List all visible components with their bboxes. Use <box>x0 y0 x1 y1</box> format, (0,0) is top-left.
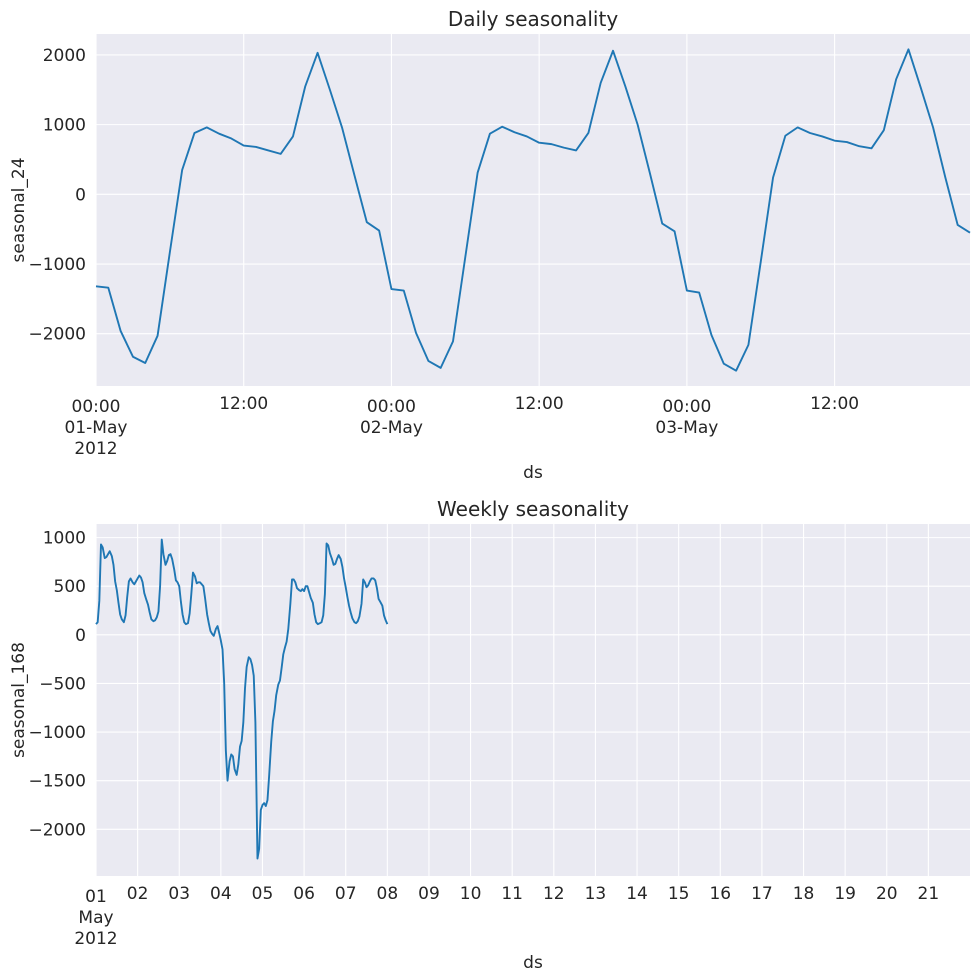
daily-x-tick-label: 03-May <box>655 418 718 438</box>
weekly-x-tick-label: 14 <box>626 884 648 904</box>
weekly-y-tick-label: −1500 <box>28 772 86 792</box>
daily-x-axis-label: ds <box>523 463 543 483</box>
daily-x-tick-label: 00:00 <box>72 397 121 417</box>
daily-y-tick-label: −2000 <box>28 325 86 345</box>
weekly-x-tick-label: 11 <box>501 884 523 904</box>
daily-seasonal-24-line <box>95 48 971 372</box>
weekly-seasonal-168-line <box>95 538 389 860</box>
weekly-x-tick-label: 05 <box>252 884 274 904</box>
weekly-y-tick-label: 0 <box>75 626 86 646</box>
daily-y-tick-label: −1000 <box>28 255 86 275</box>
weekly-x-axis-label: ds <box>523 953 543 973</box>
daily-y-tick-label: 1000 <box>43 116 86 136</box>
weekly-x-tick-label: 07 <box>335 884 357 904</box>
daily-x-tick-label: 2012 <box>74 439 117 459</box>
daily-x-tick-label: 12:00 <box>219 394 268 414</box>
daily-x-tick-label: 00:00 <box>662 397 711 417</box>
weekly-x-tick-label: May <box>78 908 113 928</box>
weekly-x-tick-label: 13 <box>585 884 607 904</box>
weekly-x-tick-label: 16 <box>709 884 731 904</box>
daily-gridlines <box>95 34 970 386</box>
weekly-x-tick-label: 08 <box>377 884 399 904</box>
weekly-y-tick-label: −1000 <box>28 723 86 743</box>
weekly-gridlines <box>95 524 970 876</box>
weekly-x-tick-label: 10 <box>460 884 482 904</box>
weekly-x-tick-label: 03 <box>168 884 190 904</box>
weekly-x-tick-label: 02 <box>127 884 149 904</box>
daily-y-ticks: −2000 −1000 0 1000 2000 <box>28 46 86 345</box>
weekly-y-axis-label: seasonal_168 <box>9 642 29 758</box>
weekly-x-tick-label: 19 <box>834 884 856 904</box>
weekly-x-tick-label: 15 <box>668 884 690 904</box>
weekly-x-tick-label: 2012 <box>74 929 117 949</box>
weekly-x-tick-label: 06 <box>293 884 315 904</box>
weekly-x-tick-label: 21 <box>918 884 940 904</box>
daily-x-tick-label: 00:00 <box>367 397 416 417</box>
weekly-y-tick-label: −2000 <box>28 820 86 840</box>
weekly-chart-title: Weekly seasonality <box>437 497 629 521</box>
weekly-x-tick-label: 12 <box>543 884 565 904</box>
daily-x-tick-label: 12:00 <box>515 394 564 414</box>
weekly-y-tick-label: −500 <box>39 674 86 694</box>
daily-plot-area <box>96 34 970 386</box>
weekly-plot-area <box>96 524 970 876</box>
weekly-y-tick-label: 1000 <box>43 529 86 549</box>
daily-x-tick-label: 12:00 <box>810 394 859 414</box>
weekly-x-tick-label: 18 <box>793 884 815 904</box>
weekly-x-tick-label: 17 <box>751 884 773 904</box>
daily-chart-title: Daily seasonality <box>448 7 618 31</box>
weekly-x-tick-label: 04 <box>210 884 232 904</box>
daily-y-axis-label: seasonal_24 <box>9 157 29 262</box>
weekly-y-tick-label: 500 <box>54 577 86 597</box>
daily-y-tick-label: 2000 <box>43 46 86 66</box>
weekly-y-ticks: −2000 −1500 −1000 −500 0 500 1000 <box>28 529 86 841</box>
weekly-x-tick-label: 01 <box>85 887 107 907</box>
weekly-x-tick-label: 09 <box>418 884 440 904</box>
daily-x-tick-label: 02-May <box>360 418 423 438</box>
daily-x-tick-label: 01-May <box>65 418 128 438</box>
weekly-x-tick-label: 20 <box>876 884 898 904</box>
daily-y-tick-label: 0 <box>75 185 86 205</box>
